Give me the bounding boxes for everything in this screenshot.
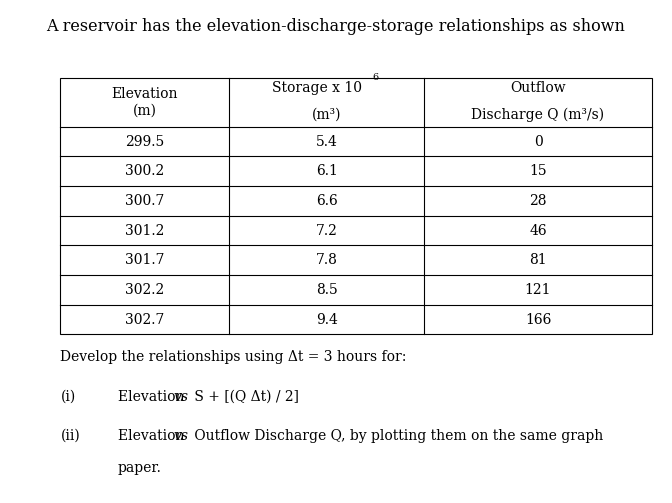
Text: 300.7: 300.7: [125, 194, 165, 208]
Text: 299.5: 299.5: [125, 134, 165, 148]
Text: 301.2: 301.2: [125, 224, 165, 237]
Text: vs: vs: [173, 429, 188, 443]
Text: 46: 46: [529, 224, 547, 237]
Text: vs: vs: [173, 390, 188, 404]
Text: 81: 81: [529, 254, 547, 267]
Text: A reservoir has the elevation-discharge-storage relationships as shown: A reservoir has the elevation-discharge-…: [46, 18, 626, 35]
Text: 6.6: 6.6: [316, 194, 337, 208]
Text: 15: 15: [529, 164, 547, 178]
Text: 6: 6: [372, 73, 379, 81]
Text: 8.5: 8.5: [316, 283, 337, 297]
Text: Elevation: Elevation: [118, 429, 188, 443]
Text: 9.4: 9.4: [316, 313, 337, 326]
Text: (ii): (ii): [60, 429, 80, 443]
Text: Outflow: Outflow: [510, 81, 566, 95]
Text: Develop the relationships using Δt = 3 hours for:: Develop the relationships using Δt = 3 h…: [60, 350, 407, 364]
Text: paper.: paper.: [118, 461, 161, 475]
Text: 300.2: 300.2: [125, 164, 165, 178]
Text: 28: 28: [530, 194, 547, 208]
Text: 7.2: 7.2: [316, 224, 337, 237]
Text: Storage x 10: Storage x 10: [271, 81, 362, 95]
Text: 302.7: 302.7: [125, 313, 165, 326]
Text: 301.7: 301.7: [125, 254, 165, 267]
Text: 7.8: 7.8: [316, 254, 337, 267]
Text: 5.4: 5.4: [316, 134, 337, 148]
Text: S + [(Q Δt) / 2]: S + [(Q Δt) / 2]: [190, 390, 298, 404]
Text: (m³): (m³): [312, 108, 341, 122]
Text: Outflow Discharge Q, by plotting them on the same graph: Outflow Discharge Q, by plotting them on…: [190, 429, 603, 443]
Text: 6.1: 6.1: [316, 164, 337, 178]
Text: Elevation
(m): Elevation (m): [112, 87, 178, 117]
Text: Discharge Q (m³/s): Discharge Q (m³/s): [472, 108, 605, 122]
Text: 121: 121: [525, 283, 551, 297]
Text: (i): (i): [60, 390, 76, 404]
Text: 166: 166: [525, 313, 551, 326]
Bar: [60, 78, 652, 334]
Text: Elevation: Elevation: [118, 390, 188, 404]
Text: 302.2: 302.2: [125, 283, 165, 297]
Text: 0: 0: [534, 134, 542, 148]
